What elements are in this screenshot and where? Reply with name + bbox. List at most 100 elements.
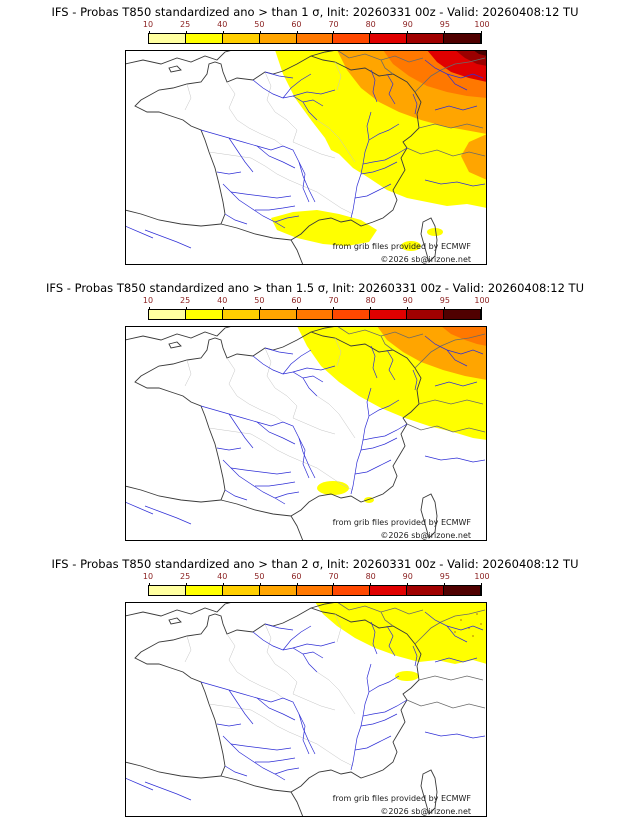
credit-copyright: ©2026 sb@irizone.net (380, 807, 471, 816)
colorbar-tick-label: 40 (217, 296, 228, 305)
colorbar-tick-mark (444, 31, 446, 34)
colorbar-segment (444, 34, 482, 43)
map-svg-3: from grib files provided by ECMWF ©2026 … (125, 602, 487, 817)
colorbar-tick-label: 100 (474, 296, 490, 305)
colorbar-bar (148, 583, 482, 596)
colorbar-segment (333, 310, 371, 319)
colorbar: 10 25 40 50 60 70 80 90 95 100 (143, 572, 490, 597)
colorbar-tick-label: 100 (474, 572, 490, 581)
map-panel-1: from grib files provided by ECMWF ©2026 … (125, 50, 487, 265)
colorbar-bar (148, 31, 482, 44)
colorbar-tick-mark (407, 307, 409, 310)
colorbar-tick-mark (222, 583, 224, 586)
colorbar-segment (222, 586, 260, 595)
colorbar-tick-mark (296, 307, 298, 310)
map-svg-1: from grib files provided by ECMWF ©2026 … (125, 50, 487, 265)
colorbar-bar (148, 307, 482, 320)
colorbar-segment (149, 586, 186, 595)
colorbar-segment (370, 310, 408, 319)
colorbar-tick-mark (296, 31, 298, 34)
colorbar-tick-mark (185, 307, 187, 310)
colorbar-tick-label: 90 (402, 572, 413, 581)
colorbar-segment (407, 310, 445, 319)
colorbar-tick-label: 90 (402, 20, 413, 29)
colorbar-tick-label: 60 (291, 296, 302, 305)
colorbar-tick-mark (407, 31, 409, 34)
colorbar: 10 25 40 50 60 70 80 90 95 100 (143, 20, 490, 45)
colorbar-tick-label: 50 (254, 296, 265, 305)
colorbar-segment (185, 310, 223, 319)
colorbar-tick-label: 80 (365, 296, 376, 305)
colorbar-tick-label: 95 (439, 572, 450, 581)
colorbar-tick-label: 95 (439, 20, 450, 29)
colorbar-tick-label: 25 (180, 572, 191, 581)
colorbar-tick-mark (259, 307, 261, 310)
colorbar-tick-mark (149, 31, 150, 34)
colorbar-tick-mark (185, 31, 187, 34)
colorbar-tick-label: 90 (402, 296, 413, 305)
colorbar-tick-label: 10 (142, 20, 154, 29)
colorbar-segment (149, 34, 186, 43)
colorbar-segment (259, 586, 297, 595)
colorbar-segment (296, 586, 334, 595)
probability-overlay (297, 326, 487, 503)
colorbar-tick-label: 70 (328, 572, 339, 581)
map-frame (125, 50, 487, 265)
colorbar-segment (444, 586, 482, 595)
colorbar-tick-label: 40 (217, 20, 228, 29)
map-frame (125, 602, 487, 817)
colorbar-tick-mark (481, 31, 482, 34)
colorbar-segment (370, 34, 408, 43)
colorbar-segment (296, 310, 334, 319)
colorbar-tick-labels: 10 25 40 50 60 70 80 90 95 100 (143, 296, 490, 306)
colorbar-tick-labels: 10 25 40 50 60 70 80 90 95 100 (143, 572, 490, 582)
colorbar-tick-mark (185, 583, 187, 586)
colorbar-tick-labels: 10 25 40 50 60 70 80 90 95 100 (143, 20, 490, 30)
colorbar-tick-label: 80 (365, 20, 376, 29)
colorbar-segment (259, 310, 297, 319)
colorbar-segment (333, 34, 371, 43)
colorbar-tick-mark (259, 31, 261, 34)
colorbar-tick-mark (481, 307, 482, 310)
credit-ecmwf: from grib files provided by ECMWF (333, 242, 472, 251)
colorbar-tick-label: 80 (365, 572, 376, 581)
credit-ecmwf: from grib files provided by ECMWF (333, 794, 472, 803)
colorbar-tick-mark (444, 307, 446, 310)
colorbar-tick-label: 25 (180, 20, 191, 29)
colorbar-tick-mark (333, 583, 335, 586)
colorbar-tick-mark (222, 307, 224, 310)
colorbar-tick-label: 50 (254, 20, 265, 29)
panel-title: IFS - Probas T850 standardized ano > tha… (51, 5, 579, 19)
colorbar-segment (185, 34, 223, 43)
colorbar: 10 25 40 50 60 70 80 90 95 100 (143, 296, 490, 321)
map-panel-2: from grib files provided by ECMWF ©2026 … (125, 326, 487, 541)
colorbar-segment (370, 586, 408, 595)
map-svg-2: from grib files provided by ECMWF ©2026 … (125, 326, 487, 541)
colorbar-tick-mark (444, 583, 446, 586)
colorbar-segment (259, 34, 297, 43)
colorbar-tick-label: 10 (142, 296, 154, 305)
colorbar-tick-label: 95 (439, 296, 450, 305)
map-panel-3: from grib files provided by ECMWF ©2026 … (125, 602, 487, 817)
colorbar-segment (149, 310, 186, 319)
map-frame (125, 326, 487, 541)
colorbar-tick-mark (259, 583, 261, 586)
colorbar-segment (444, 310, 482, 319)
panel-title: IFS - Probas T850 standardized ano > tha… (46, 281, 584, 295)
colorbar-tick-mark (222, 31, 224, 34)
colorbar-tick-mark (370, 31, 372, 34)
colorbar-tick-label: 40 (217, 572, 228, 581)
colorbar-tick-mark (333, 307, 335, 310)
colorbar-segment (407, 586, 445, 595)
colorbar-tick-label: 70 (328, 296, 339, 305)
colorbar-tick-label: 100 (474, 20, 490, 29)
colorbar-tick-mark (149, 307, 150, 310)
colorbar-tick-mark (370, 583, 372, 586)
colorbar-tick-mark (407, 583, 409, 586)
credit-copyright: ©2026 sb@irizone.net (380, 255, 471, 264)
colorbar-tick-label: 60 (291, 20, 302, 29)
panel-sigma-2: IFS - Probas T850 standardized ano > tha… (0, 552, 630, 828)
colorbar-tick-label: 10 (142, 572, 154, 581)
credit-ecmwf: from grib files provided by ECMWF (333, 518, 472, 527)
colorbar-segment (222, 310, 260, 319)
